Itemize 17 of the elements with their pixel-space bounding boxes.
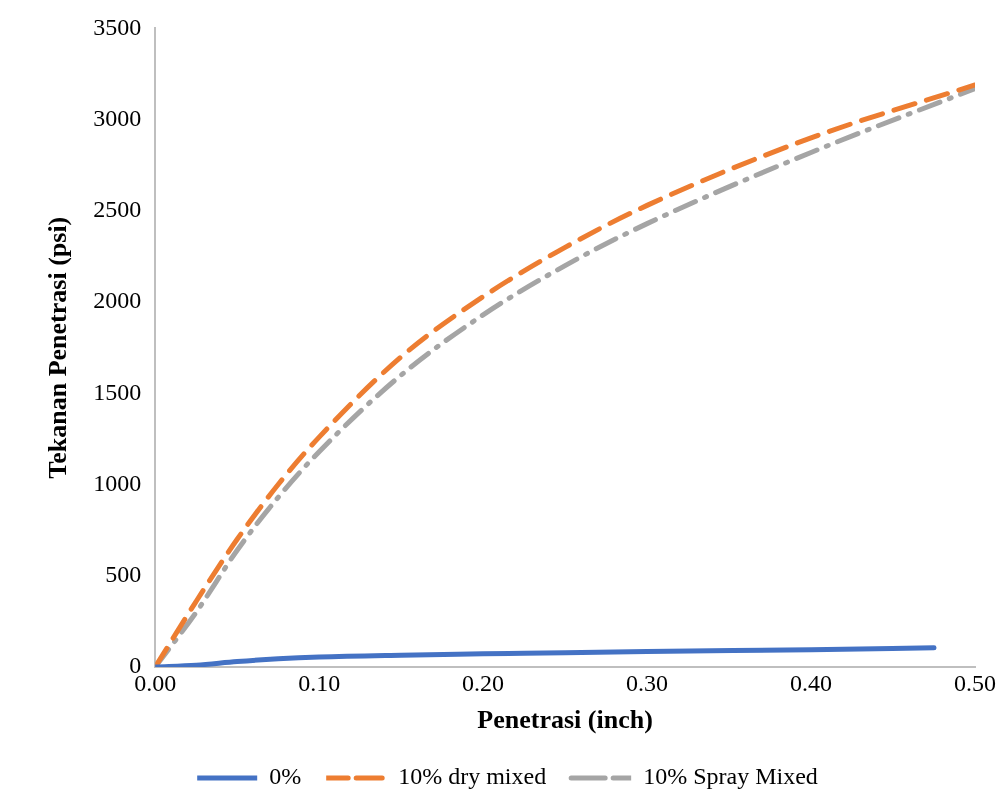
x-tick-label: 0.20 [462, 669, 505, 696]
y-tick-label: 2500 [93, 196, 142, 223]
legend-label: 10% Spray Mixed [643, 763, 818, 790]
x-tick-label: 0.30 [626, 669, 669, 696]
x-axis-title: Penetrasi (inch) [477, 705, 653, 735]
x-tick-label: 0.10 [298, 669, 341, 696]
y-tick-label: 2000 [93, 287, 142, 314]
legend-label: 0% [269, 763, 302, 790]
y-tick-label: 1500 [93, 378, 142, 405]
legend-label: 10% dry mixed [398, 763, 547, 790]
y-tick-label: 3000 [93, 104, 142, 131]
x-tick-label: 0.50 [954, 669, 996, 696]
y-axis-title: Tekanan Penetrasi (psi) [43, 216, 73, 479]
y-tick-label: 500 [105, 561, 142, 588]
y-tick-label: 1000 [93, 469, 142, 496]
x-tick-label: 0.40 [790, 669, 833, 696]
y-tick-label: 3500 [93, 13, 142, 40]
